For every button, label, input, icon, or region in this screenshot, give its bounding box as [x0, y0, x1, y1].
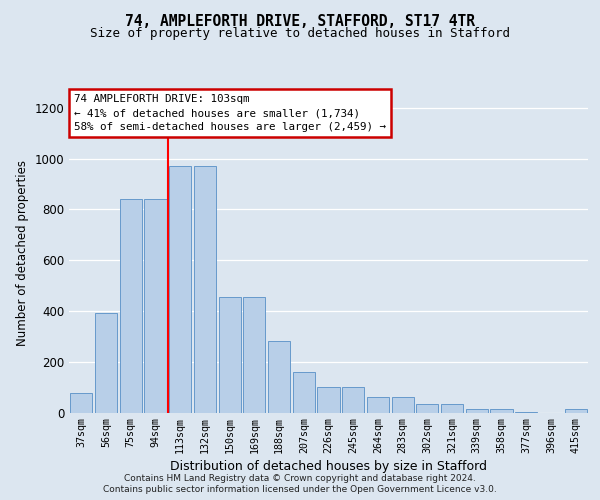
Bar: [95, 314, 117, 412]
X-axis label: Distribution of detached houses by size in Stafford: Distribution of detached houses by size …: [170, 460, 487, 473]
Bar: [194, 166, 216, 412]
Bar: [565, 410, 587, 412]
Bar: [145, 199, 167, 412]
Bar: [490, 410, 512, 412]
Bar: [392, 398, 414, 412]
Text: Contains public sector information licensed under the Open Government Licence v3: Contains public sector information licen…: [103, 485, 497, 494]
Bar: [441, 404, 463, 412]
Y-axis label: Number of detached properties: Number of detached properties: [16, 160, 29, 346]
Text: 74 AMPLEFORTH DRIVE: 103sqm
← 41% of detached houses are smaller (1,734)
58% of : 74 AMPLEFORTH DRIVE: 103sqm ← 41% of det…: [74, 94, 386, 132]
Bar: [218, 297, 241, 412]
Bar: [317, 387, 340, 412]
Bar: [119, 199, 142, 412]
Text: Contains HM Land Registry data © Crown copyright and database right 2024.: Contains HM Land Registry data © Crown c…: [124, 474, 476, 483]
Bar: [416, 404, 439, 412]
Bar: [293, 372, 315, 412]
Text: Size of property relative to detached houses in Stafford: Size of property relative to detached ho…: [90, 27, 510, 40]
Text: 74, AMPLEFORTH DRIVE, STAFFORD, ST17 4TR: 74, AMPLEFORTH DRIVE, STAFFORD, ST17 4TR: [125, 14, 475, 29]
Bar: [268, 342, 290, 412]
Bar: [342, 387, 364, 412]
Bar: [243, 297, 265, 412]
Bar: [367, 398, 389, 412]
Bar: [169, 166, 191, 412]
Bar: [70, 394, 92, 412]
Bar: [466, 410, 488, 412]
